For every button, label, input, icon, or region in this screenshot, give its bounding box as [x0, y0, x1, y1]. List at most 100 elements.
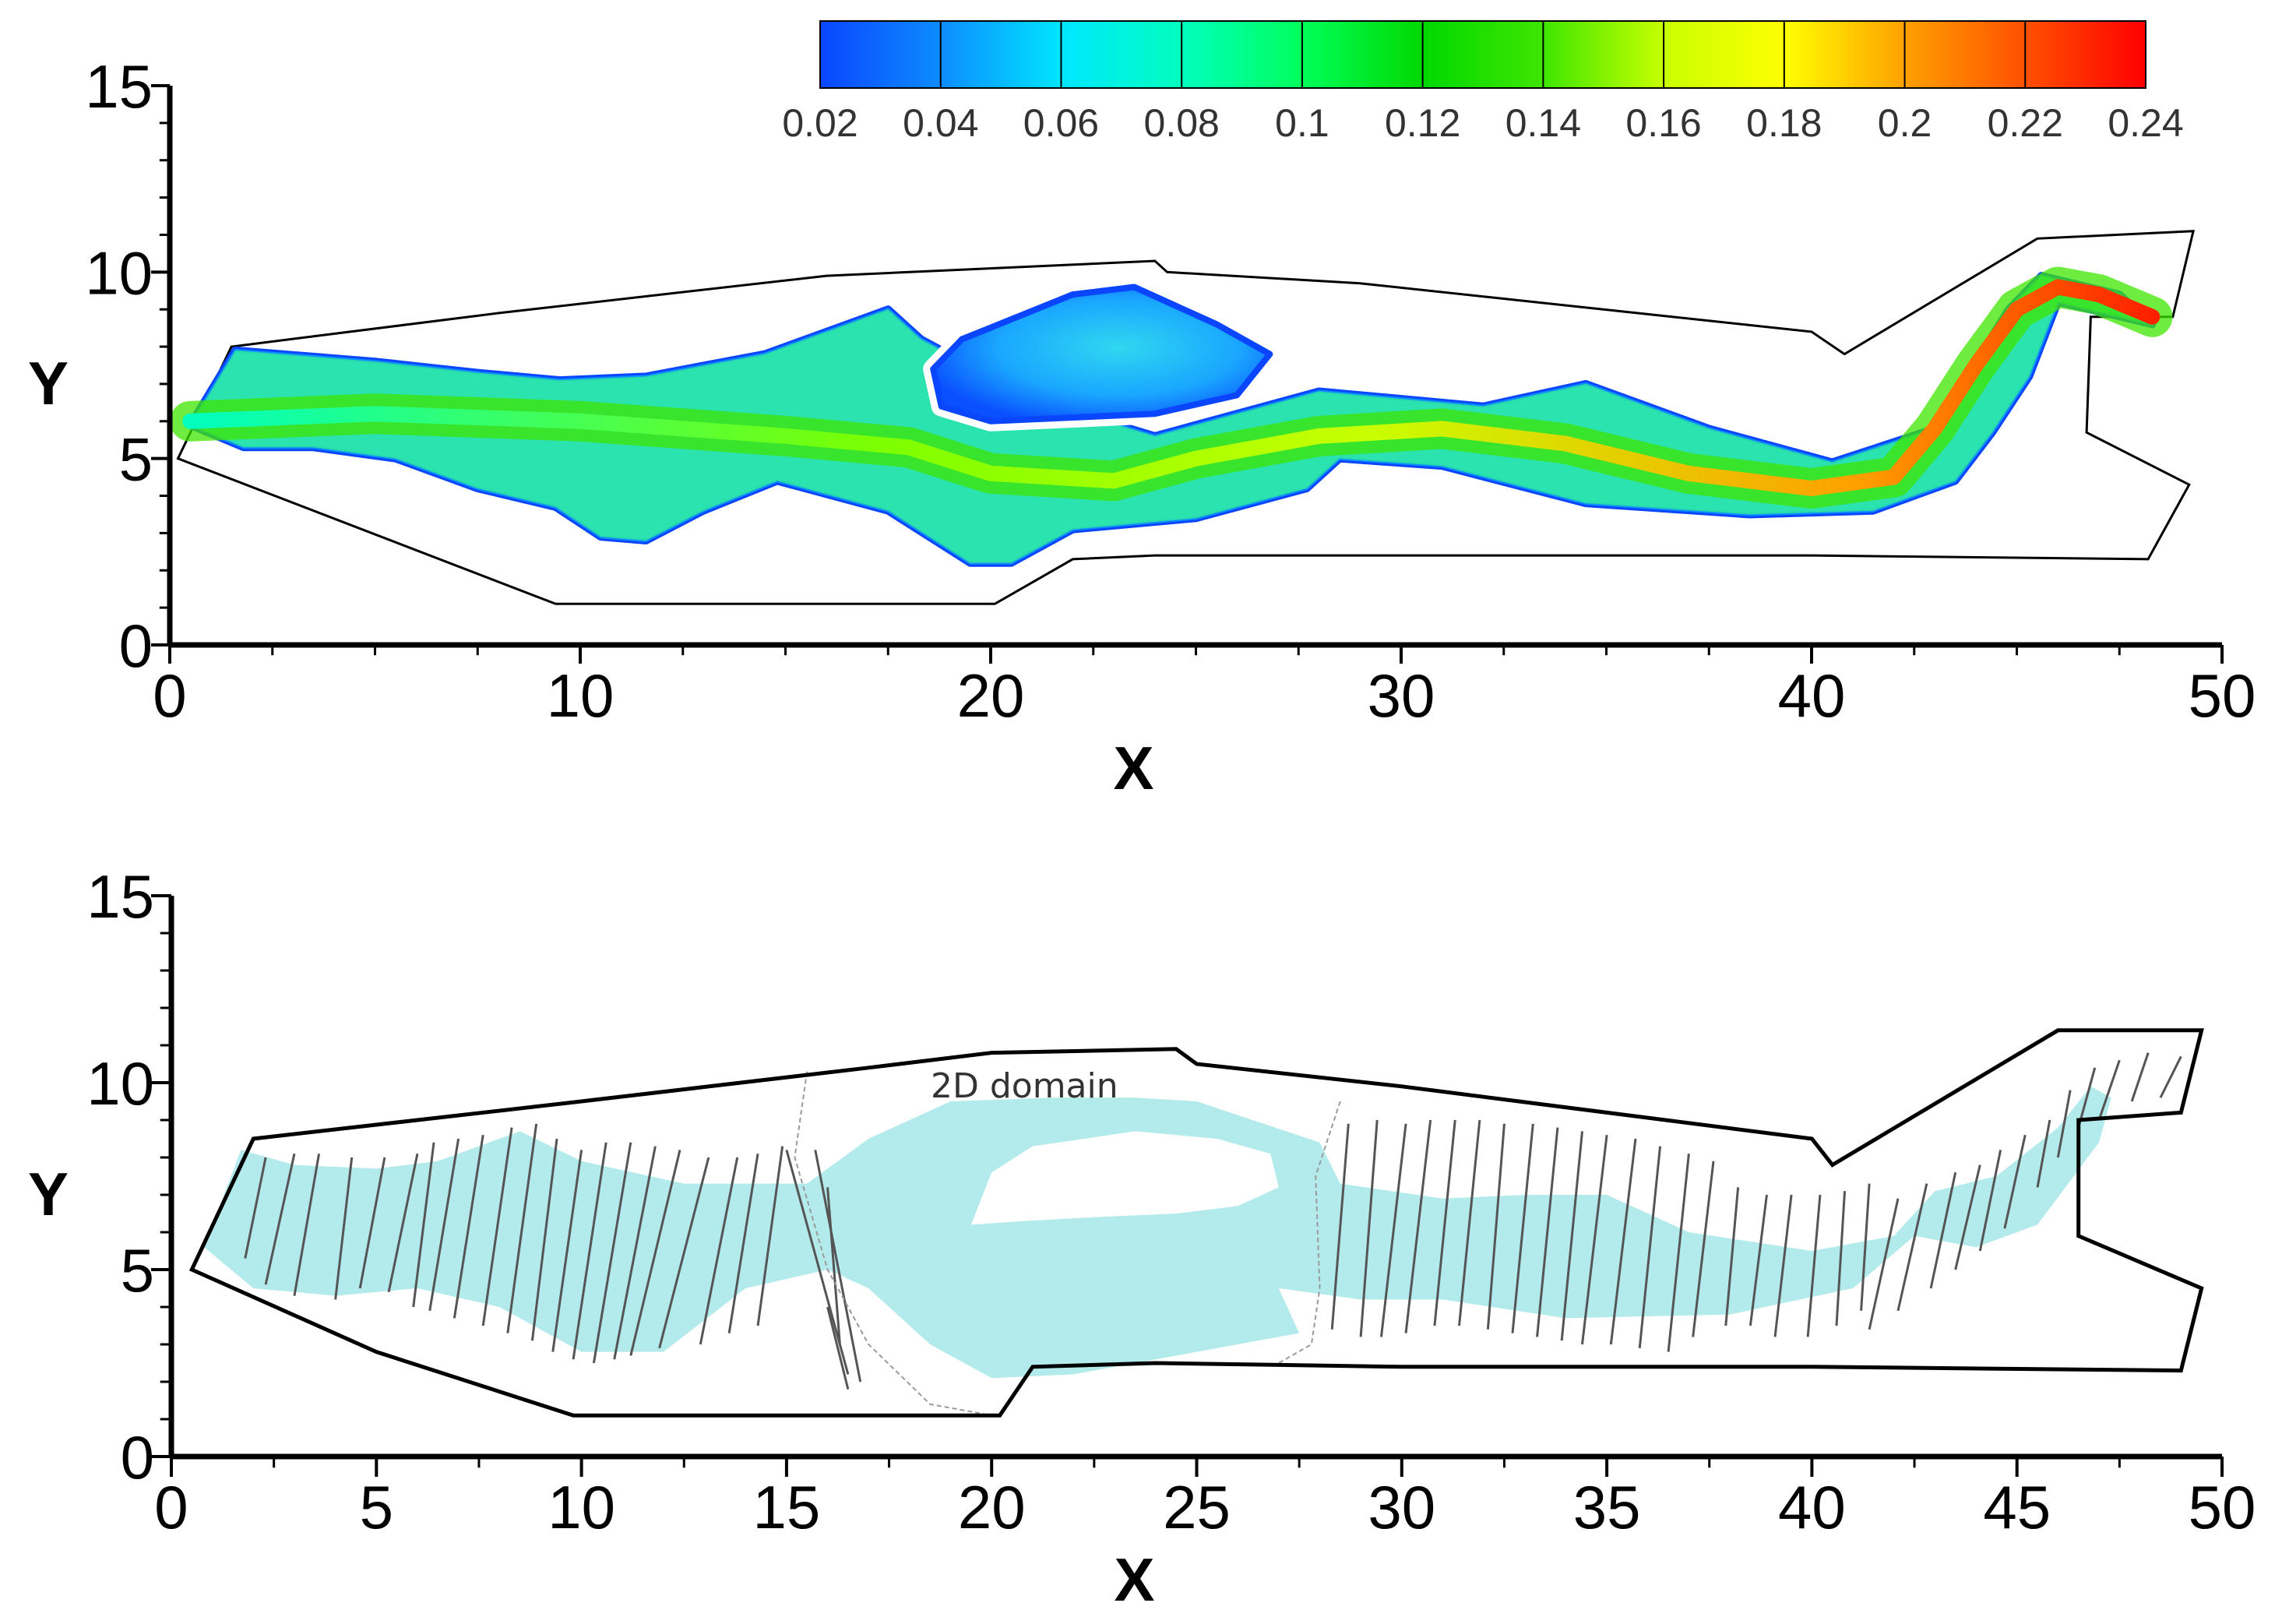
x-tick-label: 50	[2189, 661, 2256, 730]
interface-right	[1278, 1101, 1341, 1364]
x-tick-label: 25	[1163, 1473, 1231, 1541]
y-tick-label: 15	[86, 862, 154, 931]
colorbar-tick-label: 0.2	[1878, 101, 1932, 145]
domain-outline	[176, 230, 2196, 605]
cross-section-line	[2130, 1052, 2150, 1102]
cross-section-line	[551, 1150, 583, 1352]
interface-left	[794, 1071, 992, 1417]
cross-section-line	[428, 1138, 460, 1312]
colorbar-segment	[940, 21, 1062, 88]
flow-interior	[190, 276, 2153, 563]
cross-section-line	[1692, 1161, 1715, 1337]
cross-section-line	[1667, 1154, 1690, 1352]
cross-section-line	[1806, 1194, 1822, 1337]
x-axis-title: X	[1113, 734, 1153, 802]
x-tick-label: 35	[1573, 1473, 1641, 1541]
cross-section-line	[1954, 1164, 1981, 1270]
x-tick-label: 20	[958, 1473, 1026, 1541]
cross-section-line	[2036, 1119, 2051, 1188]
cross-section-line	[264, 1153, 296, 1285]
cross-section-line	[1773, 1194, 1793, 1337]
y-axis-title: Y	[28, 1160, 69, 1228]
x-axis-title: X	[1114, 1545, 1154, 1614]
x-tick-label: 5	[360, 1473, 393, 1541]
x-tick-label: 50	[2189, 1473, 2256, 1541]
y-tick-label: 10	[86, 1049, 154, 1118]
cross-section-line	[2097, 1059, 2121, 1121]
cross-sections	[244, 1052, 2182, 1390]
velocity-panel: 0.02 0.04 0.06 0.08 0.1 0.12 0.14 0.16 0.18 0.2 0.…	[28, 20, 2256, 802]
cross-section-line	[1560, 1131, 1583, 1341]
colorbar-segment	[1422, 21, 1544, 88]
colorbar-segment	[820, 21, 942, 88]
cross-section-line	[530, 1138, 558, 1341]
x-tick-label: 40	[1778, 661, 1846, 730]
cross-section-line	[572, 1142, 607, 1360]
colorbar-tick-label: 0.1	[1275, 101, 1329, 145]
cross-section-line	[1724, 1187, 1740, 1326]
cross-section-line	[592, 1142, 632, 1364]
cross-section-line	[2003, 1134, 2027, 1229]
colorbar-segment	[1904, 21, 2026, 88]
cross-section-line	[1379, 1123, 1407, 1337]
x-tick-label: 40	[1778, 1473, 1846, 1541]
colorbar-tick-label: 0.08	[1144, 101, 1220, 145]
cross-section-line	[1511, 1123, 1534, 1333]
cross-section-line	[2159, 1055, 2182, 1098]
cross-section-line	[1896, 1183, 1928, 1312]
cross-section-line	[814, 1150, 862, 1383]
cross-section-line	[1536, 1127, 1559, 1337]
y-tick-label: 0	[119, 611, 153, 680]
cross-section-line	[1359, 1119, 1379, 1337]
cross-section-line	[629, 1150, 681, 1356]
velocity-field	[170, 266, 2173, 567]
axes: 0 10 20 30 40 50 0 5 10 15 X Y	[28, 52, 2256, 802]
colorbar-frame	[819, 20, 2146, 89]
y-axis-title: Y	[28, 349, 69, 417]
cross-section-line	[1929, 1171, 1957, 1289]
cross-section-line	[506, 1123, 538, 1333]
x-tick-label: 20	[957, 661, 1025, 730]
x-tick-label: 45	[1983, 1473, 2051, 1541]
x-tick-label: 0	[153, 661, 186, 730]
cross-section-line	[1330, 1123, 1350, 1330]
colorbar-tick-label: 0.04	[903, 101, 978, 145]
colorbar-segment	[1664, 21, 1785, 88]
cross-section-line	[1860, 1183, 1871, 1311]
flow-core	[182, 279, 2161, 496]
cross-section-line	[1581, 1135, 1608, 1345]
colorbar-tick-label: 0.14	[1505, 101, 1581, 145]
cross-section-line	[1486, 1123, 1505, 1330]
cross-section-line	[412, 1142, 435, 1308]
cross-section-line	[1835, 1191, 1847, 1326]
domain-panel: 2D domain 0 5 10 15 20 25 30 35 40 45 50 0 5 10 15 X Y	[28, 862, 2256, 1614]
x-tick-label: 30	[1368, 1473, 1435, 1541]
channel-region	[204, 1086, 2111, 1379]
x-tick-label: 10	[547, 661, 615, 730]
cross-section-line	[1433, 1119, 1456, 1326]
cross-section-line	[699, 1157, 739, 1345]
cross-section-line	[1978, 1150, 2002, 1252]
colorbar-segment	[1301, 21, 1424, 88]
colorbar-tick-label: 0.18	[1746, 101, 1822, 145]
cross-section-line	[826, 1187, 841, 1345]
cross-section-line	[785, 1150, 850, 1375]
colorbar-segment	[1061, 21, 1182, 88]
colorbar-tick-label: 0.12	[1385, 101, 1460, 145]
y-tick-label: 5	[121, 1236, 154, 1305]
cross-section-line	[1868, 1198, 1900, 1330]
cross-section-line	[358, 1157, 386, 1289]
cross-section-line	[2077, 1067, 2097, 1128]
cross-section-line	[387, 1153, 419, 1293]
cross-section-line	[1638, 1146, 1662, 1348]
cross-section-line	[727, 1153, 759, 1333]
colorbar-tick-label: 0.24	[2108, 101, 2183, 145]
axes: 0 5 10 15 20 25 30 35 40 45 50 0 5 10 15 X Y	[28, 862, 2256, 1614]
domain-outline	[188, 1028, 2204, 1418]
cross-section-line	[1609, 1138, 1637, 1345]
colorbar-segment	[2025, 21, 2146, 88]
colorbar-tick-label: 0.22	[1988, 101, 2063, 145]
cross-section-line	[658, 1157, 710, 1349]
cross-section-line	[293, 1153, 321, 1296]
